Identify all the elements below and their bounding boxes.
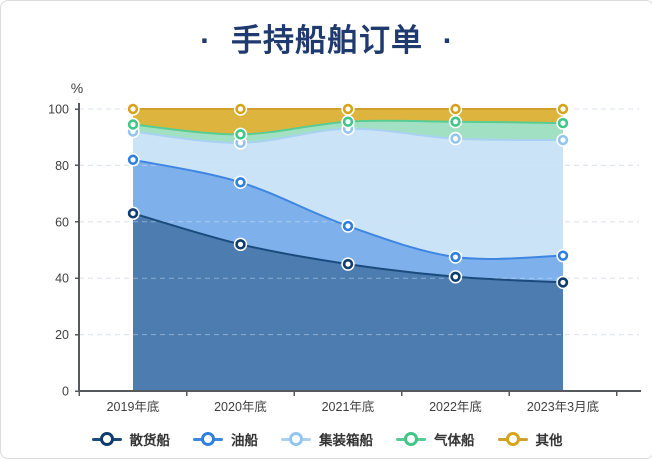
legend-item-other[interactable]: 其他 bbox=[497, 429, 563, 449]
data-point[interactable] bbox=[127, 208, 139, 219]
y-tick-label: 0 bbox=[62, 385, 69, 399]
x-category-label: 2023年3月底 bbox=[527, 399, 599, 414]
x-category-label: 2021年底 bbox=[322, 399, 375, 414]
legend-marker-icon bbox=[396, 432, 426, 446]
y-tick-label: 20 bbox=[55, 328, 69, 342]
y-tick-label: 80 bbox=[55, 159, 69, 173]
data-point[interactable] bbox=[235, 177, 246, 188]
data-point[interactable] bbox=[557, 117, 569, 129]
data-point[interactable] bbox=[450, 133, 461, 144]
data-point[interactable] bbox=[450, 103, 461, 115]
area-series bbox=[133, 109, 563, 392]
data-point-halo bbox=[556, 275, 570, 290]
legend-marker-icon bbox=[193, 432, 223, 446]
data-point[interactable] bbox=[450, 116, 461, 127]
x-category-label: 2019年底 bbox=[107, 399, 160, 414]
data-point-halo bbox=[448, 102, 463, 116]
legend-label: 集装箱船 bbox=[319, 433, 373, 448]
legend-item-bulk-carrier[interactable]: 散货船 bbox=[91, 429, 171, 449]
data-point-halo bbox=[341, 219, 355, 233]
data-point[interactable] bbox=[450, 251, 461, 263]
y-tick-label: 100 bbox=[48, 103, 69, 117]
data-point-halo bbox=[341, 114, 355, 129]
data-point-halo bbox=[556, 248, 570, 263]
data-point[interactable] bbox=[342, 220, 354, 232]
legend-marker-icon bbox=[281, 432, 311, 446]
chart-title: · 手持船舶订单 · bbox=[200, 23, 454, 58]
legend-marker-icon bbox=[91, 432, 122, 446]
y-tick-label: 40 bbox=[55, 272, 69, 286]
data-point-halo bbox=[448, 250, 463, 264]
data-point[interactable] bbox=[557, 103, 569, 115]
data-point-halo bbox=[448, 270, 463, 284]
legend-label: 气体船 bbox=[434, 433, 475, 448]
x-category-label: 2020年底 bbox=[214, 399, 267, 414]
data-point[interactable] bbox=[127, 154, 139, 165]
legend: 散货船 油船 集装箱船 气体船 其他 bbox=[1, 429, 652, 449]
data-point-halo bbox=[448, 114, 463, 129]
data-point-halo bbox=[233, 127, 248, 142]
data-point-halo bbox=[126, 117, 140, 132]
data-point-halo bbox=[233, 237, 248, 252]
legend-item-gas-carrier[interactable]: 气体船 bbox=[396, 429, 475, 449]
axes bbox=[75, 103, 641, 396]
data-point-halo bbox=[556, 102, 570, 116]
data-point[interactable] bbox=[342, 103, 354, 115]
data-point-halo bbox=[556, 133, 570, 147]
data-point[interactable] bbox=[235, 239, 246, 250]
data-point-markers[interactable] bbox=[126, 102, 570, 290]
data-point[interactable] bbox=[235, 129, 246, 140]
data-point-halo bbox=[341, 102, 355, 116]
data-point-halo bbox=[126, 153, 140, 167]
legend-label: 散货船 bbox=[129, 433, 171, 448]
data-point[interactable] bbox=[450, 271, 461, 282]
data-point[interactable] bbox=[557, 250, 569, 261]
legend-item-oil-tanker[interactable]: 油船 bbox=[193, 429, 258, 449]
data-point-halo bbox=[341, 257, 355, 271]
data-point-halo bbox=[233, 175, 248, 190]
axis-labels: 0 20 40 60 80 100 2019年底 2020年底 2021年底 2022年底 2023… bbox=[48, 80, 599, 414]
y-axis-unit-label: % bbox=[71, 80, 83, 96]
data-point[interactable] bbox=[342, 258, 354, 270]
area-0 bbox=[133, 213, 563, 391]
data-point[interactable] bbox=[342, 116, 354, 127]
data-point-halo bbox=[126, 206, 140, 221]
gridlines-overlay bbox=[79, 164, 639, 336]
y-tick-label: 60 bbox=[55, 215, 69, 229]
legend-label: 其他 bbox=[535, 433, 563, 448]
legend-label: 油船 bbox=[231, 433, 258, 448]
data-point[interactable] bbox=[557, 134, 569, 146]
data-point-halo bbox=[448, 131, 463, 146]
data-point-halo bbox=[233, 102, 248, 116]
data-point[interactable] bbox=[127, 103, 139, 115]
x-category-label: 2022年底 bbox=[429, 399, 482, 414]
legend-marker-icon bbox=[497, 432, 528, 446]
legend-item-container-ship[interactable]: 集装箱船 bbox=[281, 429, 373, 449]
data-point-halo bbox=[556, 116, 570, 130]
data-point[interactable] bbox=[127, 119, 139, 130]
data-point[interactable] bbox=[557, 277, 569, 288]
data-point[interactable] bbox=[235, 103, 246, 115]
data-point-halo bbox=[126, 102, 140, 116]
